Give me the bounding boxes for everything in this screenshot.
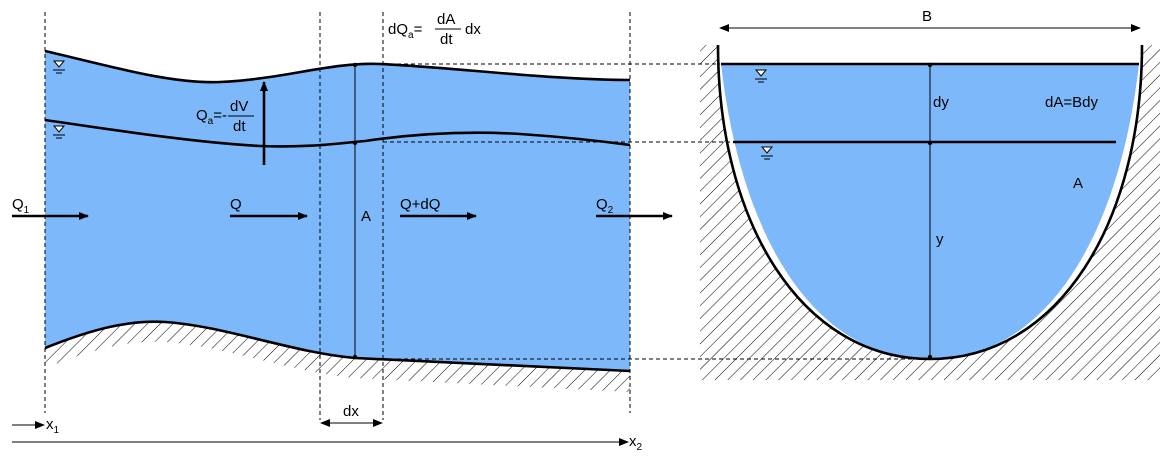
label-a-right: A — [1073, 175, 1083, 192]
upper-water-surface — [44, 49, 631, 84]
label-q1: Q1 — [12, 196, 30, 216]
label-b: B — [922, 8, 932, 25]
cross-section-level-symbol-lower — [760, 146, 774, 160]
cross-section-level-symbol-upper — [754, 69, 768, 83]
depth-dimension-marks — [927, 62, 933, 360]
svg-text:dV: dV — [230, 98, 248, 115]
svg-text:dt: dt — [233, 118, 246, 135]
water-level-symbol-upper — [52, 60, 66, 74]
lateral-flow-increment-formula: dQa= dA dt dx — [388, 11, 481, 48]
label-dy: dy — [933, 94, 949, 111]
water-body-profile — [45, 51, 630, 371]
svg-text:dA: dA — [437, 11, 455, 28]
cross-section-hatching — [700, 45, 1160, 380]
svg-text:dx: dx — [465, 21, 481, 38]
label-y: y — [936, 231, 944, 248]
lateral-inflow-formula: Qa=- dV dt — [196, 98, 254, 135]
label-q2: Q2 — [596, 196, 614, 216]
channel-bed-line — [44, 320, 631, 373]
area-dimension-marks — [352, 62, 358, 360]
label-da-equals-bdy: dA=Bdy — [1045, 94, 1098, 111]
svg-text:Qa=-: Qa=- — [196, 107, 227, 127]
lower-water-surface — [44, 118, 631, 148]
water-level-symbol-lower — [52, 125, 66, 139]
label-x2: x2 — [629, 433, 643, 453]
label-q-plus-dq: Q+dQ — [400, 196, 440, 213]
label-q: Q — [230, 196, 242, 213]
label-dx: dx — [343, 403, 359, 420]
svg-text:dt: dt — [440, 31, 453, 48]
label-a-left: A — [361, 208, 371, 225]
label-x1: x1 — [46, 416, 60, 436]
svg-text:dQa=: dQa= — [388, 21, 423, 41]
